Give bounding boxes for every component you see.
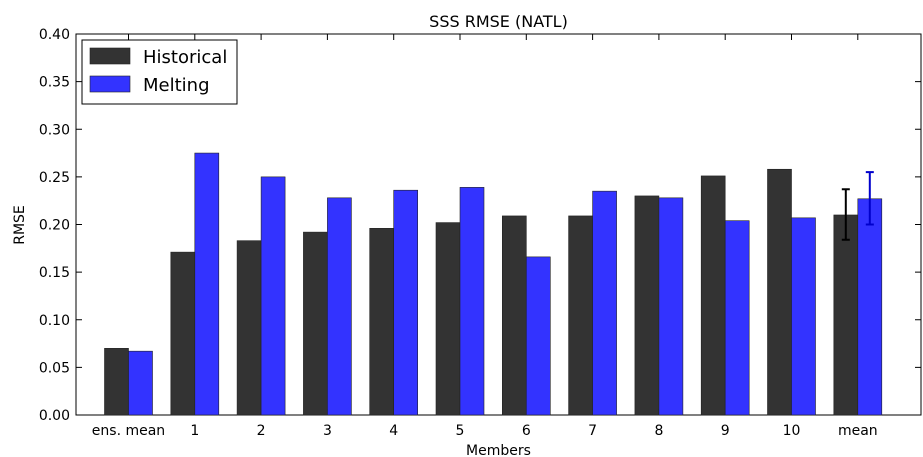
x-tick-label: 7 xyxy=(588,423,597,439)
y-tick-label: 0.15 xyxy=(39,265,70,281)
y-tick-label: 0.40 xyxy=(39,27,70,43)
x-tick-label: ens. mean xyxy=(92,423,165,439)
melting-bar xyxy=(459,187,485,416)
x-axis-label: Members xyxy=(466,443,531,457)
legend-swatch xyxy=(89,75,131,93)
melting-bar xyxy=(327,197,352,416)
historical-bar xyxy=(435,222,461,416)
y-tick-label: 0.35 xyxy=(39,75,70,91)
melting-bar xyxy=(724,220,750,416)
melting-bar xyxy=(857,198,883,416)
melting-bar xyxy=(791,217,816,416)
y-tick-label: 0.00 xyxy=(39,408,70,424)
x-tick-label: mean xyxy=(838,423,878,439)
legend: Historical Melting xyxy=(81,39,238,105)
y-tick-label: 0.30 xyxy=(39,122,70,138)
historical-bar xyxy=(700,175,726,416)
legend-label: Historical xyxy=(143,47,227,68)
melting-bar xyxy=(525,256,551,416)
chart-title: SSS RMSE (NATL) xyxy=(429,12,568,31)
historical-bar xyxy=(767,168,792,416)
x-tick-label: 3 xyxy=(323,423,332,439)
x-tick-label: 4 xyxy=(389,423,398,439)
y-tick-label: 0.10 xyxy=(39,313,70,329)
historical-bar xyxy=(833,214,859,416)
historical-bar xyxy=(369,228,395,416)
y-axis-label: RMSE xyxy=(12,205,28,245)
melting-bar xyxy=(194,152,220,416)
y-tick-label: 0.05 xyxy=(39,360,70,376)
x-tick-label: 5 xyxy=(456,423,465,439)
melting-bar xyxy=(658,197,684,416)
historical-bar xyxy=(634,195,660,416)
historical-bar xyxy=(104,348,129,416)
historical-bar xyxy=(303,231,328,416)
x-tick-label: 6 xyxy=(522,423,531,439)
legend-label: Melting xyxy=(143,75,210,96)
melting-bar xyxy=(260,176,286,416)
x-tick-label: 1 xyxy=(190,423,199,439)
melting-bar xyxy=(128,350,153,416)
x-tick-label: 10 xyxy=(783,423,801,439)
historical-bar xyxy=(236,240,262,416)
x-tick-label: 8 xyxy=(654,423,663,439)
plot-area: 0.00 0.05 0.10 0.15 0.20 0.25 0.30 0.35 0.40 ens.… xyxy=(39,27,922,439)
melting-bar xyxy=(592,190,617,416)
x-tick-label: 2 xyxy=(257,423,266,439)
legend-swatch xyxy=(89,47,131,65)
melting-bar xyxy=(393,189,419,416)
historical-bar xyxy=(170,251,196,416)
historical-bar xyxy=(568,215,593,416)
y-tick-label: 0.20 xyxy=(39,218,70,234)
historical-bar xyxy=(501,215,527,416)
x-tick-label: 9 xyxy=(721,423,730,439)
y-tick-label: 0.25 xyxy=(39,170,70,186)
